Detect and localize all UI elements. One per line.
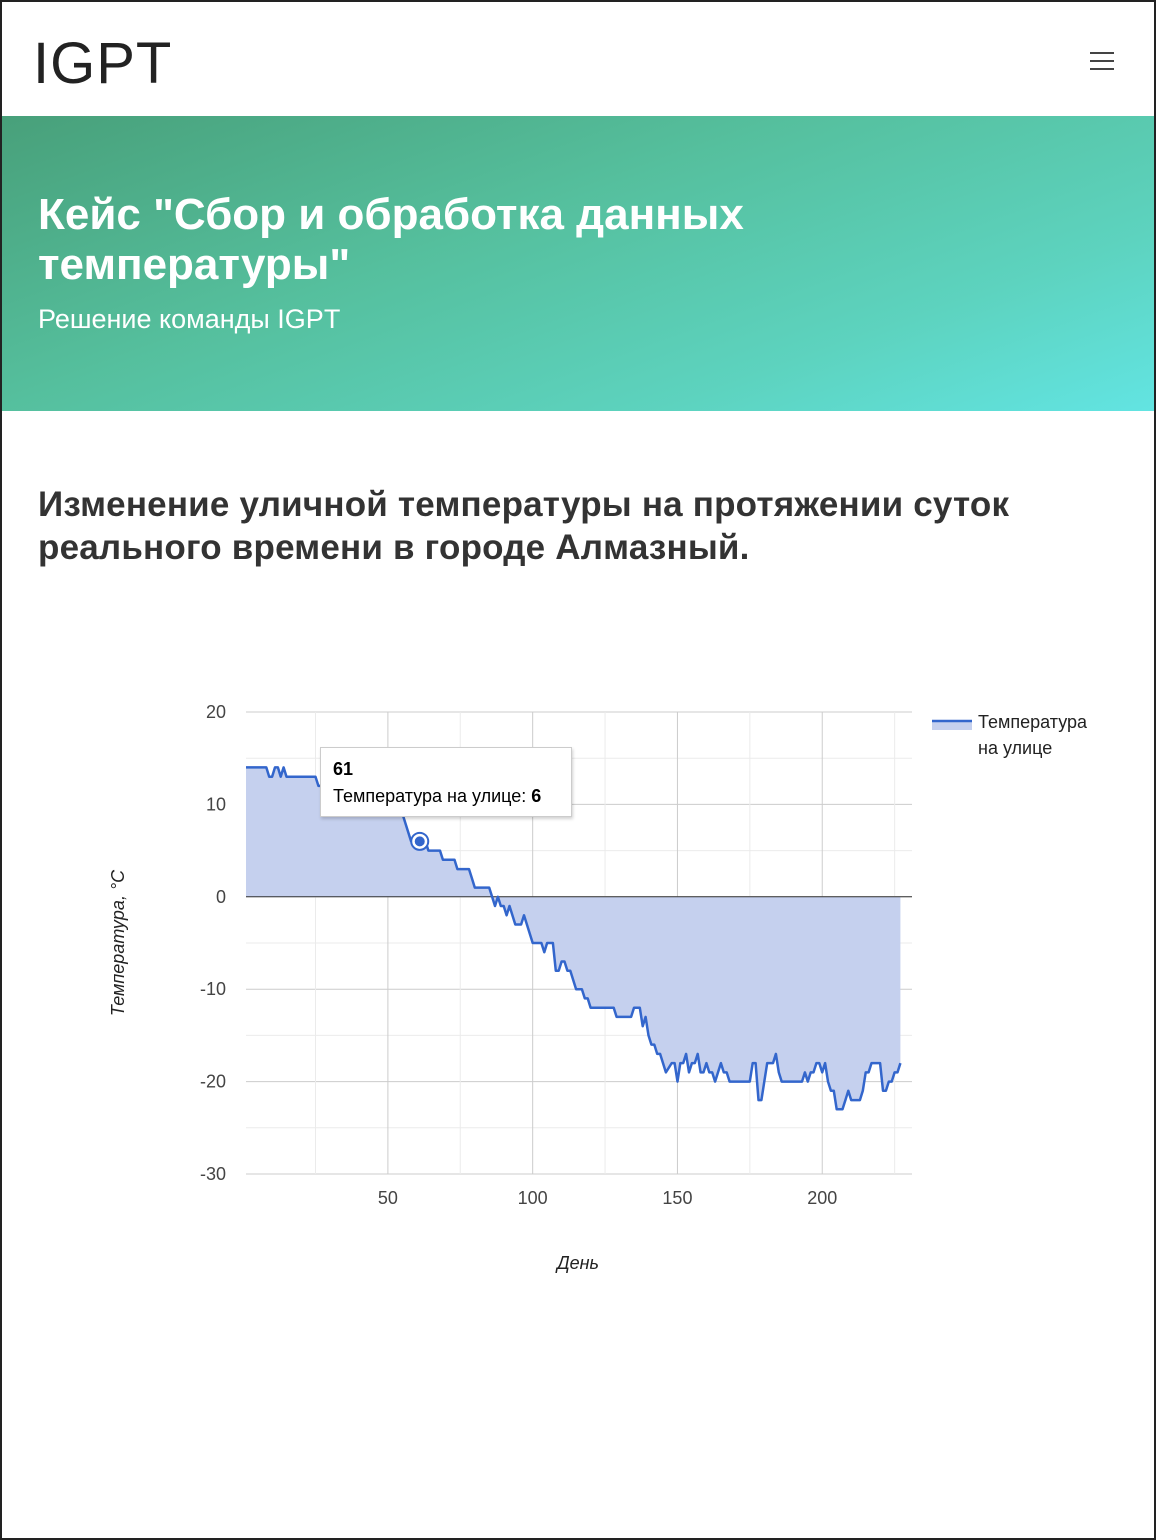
tooltip-x: 61 (333, 759, 354, 779)
hero-banner: Кейс "Сбор и обработка данных температур… (2, 116, 1154, 411)
highlight-dot[interactable] (414, 836, 425, 847)
tooltip-series: Температура на улице: (333, 786, 527, 806)
y-axis-title: Температура, °C (108, 869, 128, 1016)
section-title: Изменение уличной температуры на протяже… (38, 485, 1010, 567)
y-tick-label: 0 (216, 887, 226, 907)
hamburger-line (1090, 52, 1114, 54)
y-tick-label: -30 (200, 1164, 226, 1184)
legend-swatch-fill (932, 720, 972, 730)
x-tick-label: 50 (378, 1188, 398, 1208)
y-tick-label: 10 (206, 794, 226, 814)
highlight-point[interactable] (410, 831, 430, 851)
tooltip-value: 6 (531, 786, 542, 806)
hamburger-icon[interactable] (1088, 46, 1118, 76)
legend-label[interactable]: Температура на улице (978, 712, 1088, 758)
x-tick-label: 150 (662, 1188, 692, 1208)
tooltip-value-row: Температура на улице: 6 (333, 786, 541, 807)
hamburger-line (1090, 68, 1114, 70)
y-tick-label: -10 (200, 979, 226, 999)
page-subtitle: Решение команды IGPT (38, 304, 341, 334)
x-tick-label: 200 (807, 1188, 837, 1208)
series-line[interactable] (246, 766, 902, 1111)
chart-legend[interactable]: Температура на улице (932, 712, 1088, 758)
x-tick-label: 100 (518, 1188, 548, 1208)
x-axis-title: День (555, 1253, 599, 1273)
series-area-fill (246, 767, 901, 1110)
y-tick-label: 20 (206, 702, 226, 722)
brand-logo[interactable]: IGPT (33, 31, 173, 96)
hamburger-line (1090, 60, 1114, 62)
chart-area (246, 766, 912, 1111)
navbar: IGPT (2, 2, 1154, 116)
chart-tooltip: 61 Температура на улице: 6 (320, 747, 572, 817)
y-tick-label: -20 (200, 1072, 226, 1092)
page-title: Кейс "Сбор и обработка данных температур… (38, 190, 744, 289)
